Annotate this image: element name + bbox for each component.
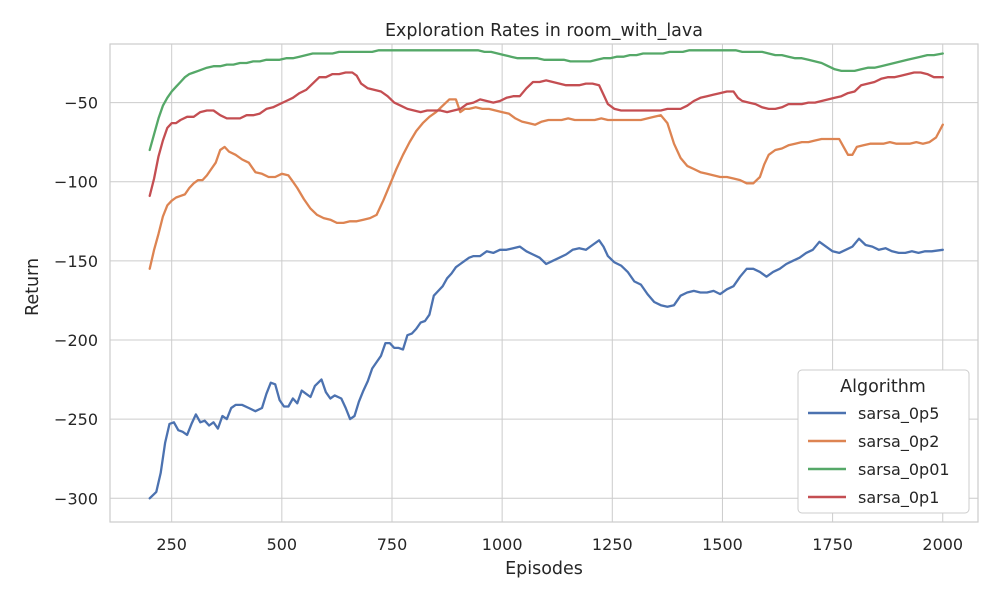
- x-tick-label: 500: [267, 535, 298, 554]
- x-axis-label: Episodes: [505, 559, 583, 579]
- x-tick-label: 2000: [922, 535, 963, 554]
- series-line-sarsa_0p2: [148, 98, 944, 270]
- y-tick-label: −50: [64, 94, 98, 113]
- chart-title: Exploration Rates in room_with_lava: [385, 21, 703, 41]
- x-tick-label: 1750: [812, 535, 853, 554]
- x-tick-label: 250: [156, 535, 187, 554]
- series-line-sarsa_0p1: [148, 71, 944, 198]
- x-tick-label: 750: [377, 535, 408, 554]
- legend: Algorithm sarsa_0p5sarsa_0p2sarsa_0p01sa…: [797, 369, 970, 514]
- x-tick-label: 1500: [702, 535, 743, 554]
- y-tick-labels: −300 −250 −200 −150 −100 −50: [54, 94, 98, 509]
- x-tick-label: 1250: [592, 535, 633, 554]
- y-tick-label: −150: [54, 252, 98, 271]
- y-tick-label: −100: [54, 173, 98, 192]
- legend-items: sarsa_0p5 sarsa_0p2 sarsa_0p01 sarsa_0p1: [808, 404, 950, 508]
- y-axis-label: Return: [23, 258, 43, 316]
- series-lines: [148, 49, 944, 500]
- x-tick-labels: 250 500 750 1000 1250 1500 1750 2000: [156, 535, 963, 554]
- legend-label-sarsa_0p01: sarsa_0p01: [858, 460, 950, 480]
- legend-label-sarsa_0p2: sarsa_0p2: [858, 432, 939, 452]
- legend-label-sarsa_0p1: sarsa_0p1: [858, 488, 939, 508]
- y-tick-label: −250: [54, 410, 98, 429]
- legend-box: [797, 369, 970, 514]
- x-tick-label: 1000: [482, 535, 523, 554]
- series-line-sarsa_0p5: [148, 237, 944, 500]
- plot-frame: [109, 43, 979, 523]
- legend-title: Algorithm: [840, 377, 926, 397]
- series-line-sarsa_0p01: [148, 49, 944, 152]
- y-tick-label: −300: [54, 489, 98, 508]
- legend-label-sarsa_0p5: sarsa_0p5: [858, 404, 939, 424]
- y-tick-label: −200: [54, 331, 98, 350]
